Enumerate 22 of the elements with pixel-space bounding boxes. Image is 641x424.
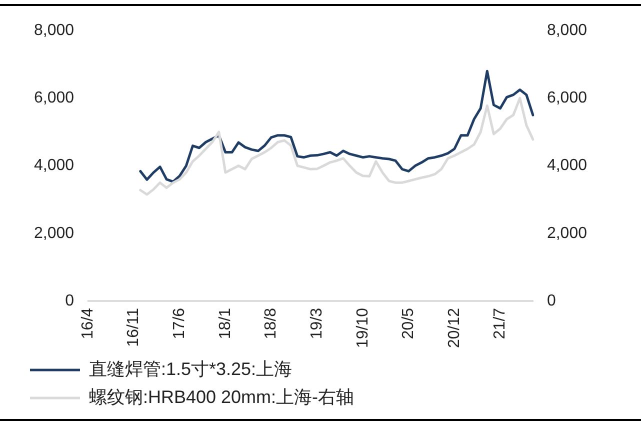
y2-tick-label: 4,000 bbox=[546, 157, 588, 174]
x-tick-label: 19/10 bbox=[354, 308, 372, 348]
x-tick-label: 20/12 bbox=[446, 308, 463, 348]
legend-label: 螺纹钢:HRB400 20mm:上海-右轴 bbox=[89, 386, 354, 407]
x-tick-label: 21/7 bbox=[492, 308, 509, 340]
y-tick-label: 8,000 bbox=[34, 22, 74, 40]
y2-tick-label: 8,000 bbox=[546, 22, 588, 40]
y2-tick-label: 2,000 bbox=[546, 224, 588, 242]
x-tick-label: 16/4 bbox=[79, 308, 96, 340]
x-tick-label: 19/3 bbox=[308, 308, 326, 340]
y-tick-label: 4,000 bbox=[34, 157, 74, 174]
x-tick-label: 16/11 bbox=[125, 308, 142, 347]
x-tick-label: 18/8 bbox=[262, 308, 280, 340]
x-tick-label: 20/5 bbox=[400, 308, 418, 340]
x-tick-label: 17/6 bbox=[171, 308, 188, 340]
y2-tick-label: 6,000 bbox=[546, 90, 588, 107]
y2-tick-label: 0 bbox=[546, 292, 556, 310]
y-tick-label: 2,000 bbox=[34, 224, 74, 242]
legend-label: 直缝焊管:1.5寸*3.25:上海 bbox=[89, 358, 292, 379]
y-tick-label: 0 bbox=[65, 292, 74, 310]
y-tick-label: 6,000 bbox=[34, 90, 74, 107]
x-tick-label: 18/1 bbox=[216, 308, 234, 340]
